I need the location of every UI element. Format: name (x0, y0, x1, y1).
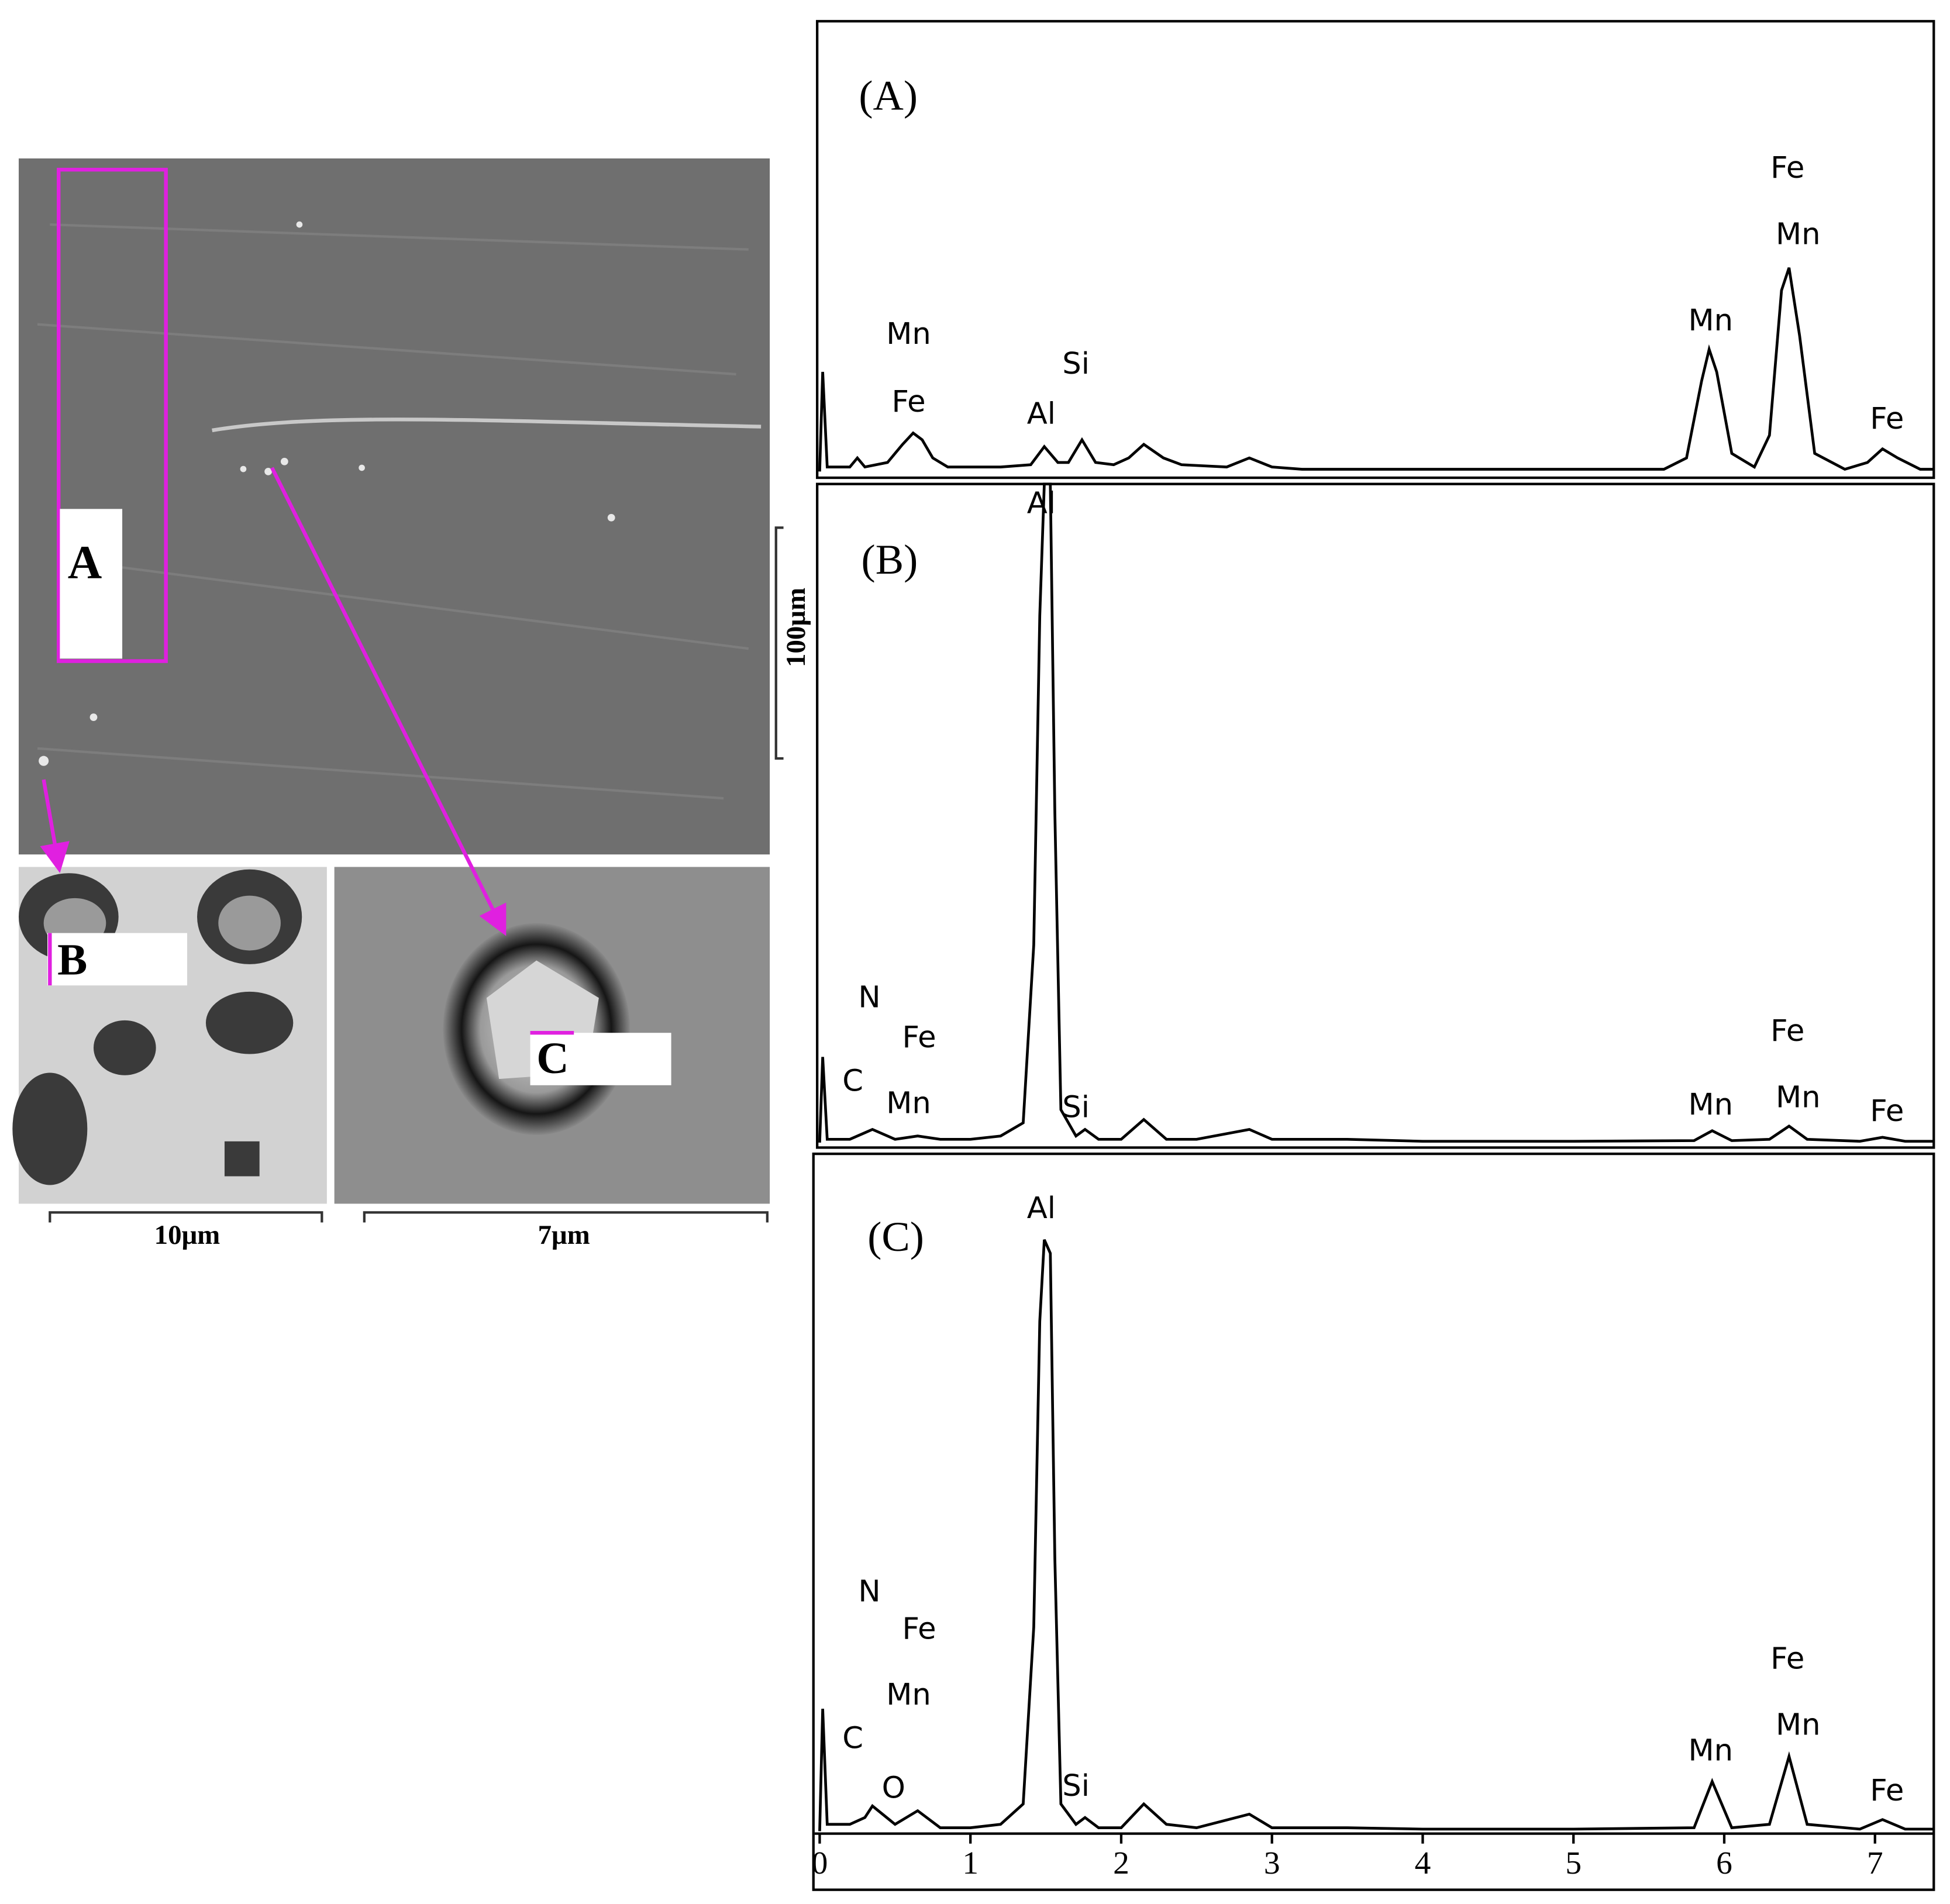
peak-label: Al (1027, 396, 1056, 431)
peak-label: Fe (891, 384, 925, 419)
peak-label: Mn (1688, 1087, 1733, 1122)
panel-title: (C) (867, 1213, 924, 1260)
peak-label: Si (1062, 1768, 1090, 1803)
peak-label: C (842, 1721, 863, 1756)
peak-label: Mn (1688, 1733, 1733, 1768)
scale-bar (363, 1211, 769, 1223)
scale-label: 100μm (781, 588, 811, 667)
panel-frame (816, 20, 1935, 480)
spectrum-line (818, 482, 1934, 1143)
peak-label: O (882, 1770, 905, 1805)
peak-label: Mn (1776, 1080, 1821, 1115)
arrow (40, 779, 70, 874)
sem-b: B (12, 867, 327, 1204)
panel-title: (B) (862, 536, 918, 583)
peak-label: Fe (1770, 1641, 1804, 1677)
arrow (270, 467, 507, 936)
peak-label: C (842, 1063, 863, 1098)
scale-bar (49, 1211, 323, 1223)
region-label: A (68, 536, 102, 589)
spectrum-line (818, 267, 1934, 472)
x-tick-label: 3 (1264, 1845, 1280, 1881)
x-tick-label: 2 (1113, 1845, 1129, 1881)
peak-label: Mn (886, 316, 931, 351)
peak-label: Mn (886, 1677, 931, 1712)
peak-label: Fe (1770, 150, 1804, 185)
peak-label: Mn (1776, 217, 1821, 252)
region-label: C (536, 1033, 569, 1083)
x-tick-label: 7 (1867, 1845, 1883, 1881)
peak-label: Fe (1770, 1013, 1804, 1048)
region-label: B (57, 935, 87, 985)
x-tick-label: 1 (962, 1845, 979, 1881)
peak-label: Mn (1688, 303, 1733, 338)
peak-label: Fe (902, 1020, 936, 1055)
panel-frame (812, 1152, 1935, 1891)
x-tick-label: 5 (1565, 1845, 1582, 1881)
peak-label: N (858, 979, 880, 1015)
peak-label: Si (1062, 1089, 1090, 1125)
peak-label: N (858, 1574, 880, 1609)
scale-label: 7μm (538, 1220, 590, 1250)
sem-main: A (18, 158, 770, 855)
peak-label: Fe (1870, 1094, 1904, 1129)
peak-label: Mn (1776, 1707, 1821, 1742)
peak-label: Fe (902, 1611, 936, 1646)
scale-bar (774, 526, 784, 760)
spectrum-line (818, 1239, 1934, 1831)
peak-label: Si (1062, 346, 1090, 381)
peak-label: Al (1027, 1191, 1056, 1226)
peak-label: Fe (1870, 401, 1904, 436)
sem-c: C (334, 867, 770, 1204)
x-tick-label: 4 (1415, 1845, 1431, 1881)
peak-label: Al (1027, 486, 1056, 521)
panel-frame (816, 482, 1935, 1149)
x-tick-label: 0 (812, 1845, 828, 1881)
x-tick-label: 6 (1716, 1845, 1732, 1881)
peak-label: Fe (1870, 1773, 1904, 1808)
scale-label: 10μm (154, 1220, 221, 1250)
panel-title: (A) (859, 71, 918, 119)
peak-label: Mn (886, 1086, 931, 1121)
